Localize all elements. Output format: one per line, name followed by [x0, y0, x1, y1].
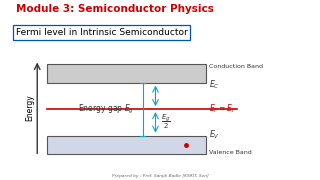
Text: $E_V$: $E_V$	[209, 128, 220, 141]
Bar	[47, 136, 206, 154]
Bar	[47, 64, 206, 83]
Text: $E_F = E_i$: $E_F = E_i$	[209, 103, 235, 115]
Text: Conduction Band: Conduction Band	[209, 64, 263, 69]
Text: Fermi level in Intrinsic Semiconductor: Fermi level in Intrinsic Semiconductor	[16, 28, 188, 37]
Text: Module 3: Semiconductor Physics: Module 3: Semiconductor Physics	[16, 4, 214, 15]
Text: Energy: Energy	[25, 95, 34, 121]
Text: Valence Band: Valence Band	[209, 150, 252, 155]
Text: Prepared by : Prof. Sanjib Badle [KSRIT, Son]: Prepared by : Prof. Sanjib Badle [KSRIT,…	[112, 174, 208, 178]
Text: $\dfrac{E_g}{2}$: $\dfrac{E_g}{2}$	[161, 113, 171, 131]
Text: Energy gap $E_g$: Energy gap $E_g$	[78, 103, 134, 116]
Text: $E_C$: $E_C$	[209, 79, 220, 91]
